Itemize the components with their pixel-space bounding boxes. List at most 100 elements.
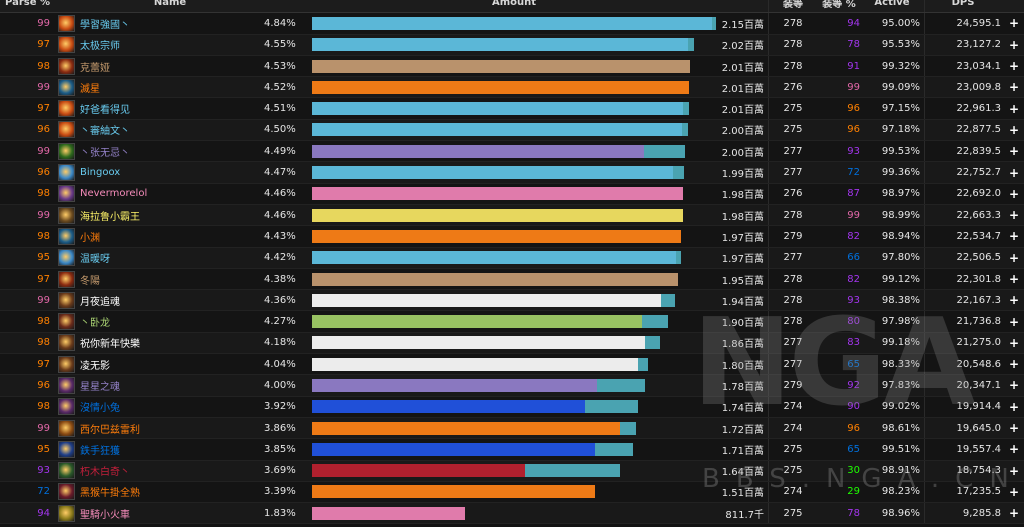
player-name-link[interactable]: 朽木白奇丶 xyxy=(80,467,130,479)
table-row[interactable]: 97 凌无影 4.04% 1.80百萬 277 65 98.33% 20,548.6 + xyxy=(0,354,1024,376)
expand-button[interactable]: + xyxy=(1008,165,1020,180)
player-name-link[interactable]: 丶卧龙 xyxy=(80,318,110,330)
amount-value: 1.97百萬 xyxy=(721,254,764,266)
parse-percent: 99 xyxy=(37,422,50,434)
table-row[interactable]: 99 丶张无忌丶 4.49% 2.00百萬 277 93 99.53% 22,839.5 + xyxy=(0,141,1024,163)
spec-icon-cell xyxy=(56,482,76,502)
table-row[interactable]: 98 祝你新年快樂 4.18% 1.86百萬 277 83 99.18% 21,275.0 + xyxy=(0,332,1024,355)
expand-button[interactable]: + xyxy=(1008,335,1020,350)
item-level: 275 xyxy=(768,460,817,481)
expand-button[interactable]: + xyxy=(1008,293,1020,308)
expand-button[interactable]: + xyxy=(1008,463,1020,478)
table-row[interactable]: 98 小渊 4.43% 1.97百萬 279 82 98.94% 22,534.7 + xyxy=(0,226,1024,248)
active-time: 98.99% xyxy=(881,209,920,221)
expand-button[interactable]: + xyxy=(1008,272,1020,286)
header-ilvl[interactable]: 装等 xyxy=(768,0,817,13)
player-name-link[interactable]: 黑猴牛掛全熟 xyxy=(80,488,140,500)
player-name-link[interactable]: 冬陽 xyxy=(80,275,100,287)
expand-button[interactable]: + xyxy=(1008,442,1020,457)
table-row[interactable]: 99 月夜追魂 4.36% 1.94百萬 278 93 98.38% 22,167.3 + xyxy=(0,290,1024,312)
player-name-link[interactable]: 學習強國丶 xyxy=(80,19,130,31)
header-name[interactable]: Name xyxy=(153,0,187,8)
table-row[interactable]: 95 温暖呀 4.42% 1.97百萬 277 66 97.80% 22,506.5 + xyxy=(0,247,1024,269)
player-name-link[interactable]: 丶審紬文丶 xyxy=(80,126,130,138)
expand-button[interactable]: + xyxy=(1008,186,1020,201)
expand-button[interactable]: + xyxy=(1008,122,1020,137)
player-name-link[interactable]: 滅星 xyxy=(80,83,100,95)
player-name-link[interactable]: 星星之魂 xyxy=(80,381,120,393)
player-name-link[interactable]: Nevermorelol xyxy=(80,188,148,200)
item-level: 277 xyxy=(768,354,817,375)
player-name-link[interactable]: 丶张无忌丶 xyxy=(80,147,130,159)
table-row[interactable]: 99 海拉鲁小霸王 4.46% 1.98百萬 278 99 98.99% 22,663.3 + xyxy=(0,204,1024,227)
table-row[interactable]: 98 沒情小兔 3.92% 1.74百萬 274 90 99.02% 19,914.4 + xyxy=(0,396,1024,418)
header-ilvl-parse[interactable]: 装等 % xyxy=(822,0,856,10)
expand-button[interactable]: + xyxy=(1008,378,1020,393)
rogue-icon xyxy=(57,206,75,224)
expand-button[interactable]: + xyxy=(1008,357,1020,372)
table-row[interactable]: 94 聖騎小火車 1.83% 811.7千 275 78 98.96% 9,285.8 + xyxy=(0,503,1024,525)
expand-button[interactable]: + xyxy=(1008,421,1020,436)
table-row[interactable]: 95 鉄手狂獲 3.85% 1.71百萬 275 65 99.51% 19,557.4 + xyxy=(0,439,1024,461)
item-level-parse: 72 xyxy=(847,167,860,179)
parse-percent: 93 xyxy=(37,465,50,477)
player-name-link[interactable]: 聖騎小火車 xyxy=(80,509,130,521)
table-row[interactable]: 72 黑猴牛掛全熟 3.39% 1.51百萬 274 29 98.23% 17,235.5 + xyxy=(0,481,1024,504)
item-level: 278 xyxy=(768,13,817,34)
expand-button[interactable]: + xyxy=(1008,506,1020,521)
header-amount[interactable]: Amount xyxy=(491,0,537,8)
expand-button[interactable]: + xyxy=(1008,208,1020,223)
player-name-link[interactable]: 海拉鲁小霸王 xyxy=(80,211,140,223)
expand-button[interactable]: + xyxy=(1008,59,1020,74)
druid-icon xyxy=(57,227,75,245)
active-time: 98.23% xyxy=(881,486,920,498)
table-row[interactable]: 99 滅星 4.52% 2.01百萬 276 99 99.09% 23,009.8 + xyxy=(0,77,1024,99)
player-name-link[interactable]: 祝你新年快樂 xyxy=(80,339,140,351)
player-name-link[interactable]: 克蕾娅 xyxy=(80,62,110,74)
table-row[interactable]: 97 冬陽 4.38% 1.95百萬 278 82 99.12% 22,301.8 + xyxy=(0,268,1024,291)
player-name-link[interactable]: 西尔巴兹雷利 xyxy=(80,424,140,436)
player-name-link[interactable]: 凌无影 xyxy=(80,360,110,372)
amount-bar-extra xyxy=(712,16,716,30)
expand-button[interactable]: + xyxy=(1008,250,1020,265)
shaman-icon xyxy=(57,398,75,416)
expand-button[interactable]: + xyxy=(1008,484,1020,499)
amount-percent: 4.04% xyxy=(264,358,296,370)
header-parse[interactable]: Parse % xyxy=(5,0,50,8)
player-name-link[interactable]: 小渊 xyxy=(80,232,100,244)
expand-button[interactable]: + xyxy=(1008,399,1020,414)
table-row[interactable]: 93 朽木白奇丶 3.69% 1.64百萬 275 30 98.91% 18,754.3 + xyxy=(0,460,1024,482)
player-name-link[interactable]: 温暖呀 xyxy=(80,254,110,266)
table-row[interactable]: 98 Nevermorelol 4.46% 1.98百萬 276 87 98.97% 22,6… xyxy=(0,183,1024,205)
table-row[interactable]: 97 好爸看得见 4.51% 2.01百萬 275 96 97.15% 22,961.3 + xyxy=(0,98,1024,120)
player-name-link[interactable]: 月夜追魂 xyxy=(80,296,120,308)
table-row[interactable]: 98 克蕾娅 4.53% 2.01百萬 278 91 99.32% 23,034.1 + xyxy=(0,55,1024,78)
player-name-link[interactable]: 沒情小兔 xyxy=(80,403,120,415)
amount-bar xyxy=(312,98,716,118)
expand-button[interactable]: + xyxy=(1008,314,1020,329)
amount-value: 1.71百萬 xyxy=(721,445,764,457)
table-row[interactable]: 96 星星之魂 4.00% 1.78百萬 279 92 97.83% 20,347.1 + xyxy=(0,375,1024,397)
amount-bar-extra xyxy=(688,38,694,52)
player-name-link[interactable]: 太极宗师 xyxy=(80,41,120,53)
player-name-link[interactable]: 鉄手狂獲 xyxy=(80,445,120,457)
header-dps[interactable]: DPS xyxy=(924,0,1001,13)
expand-button[interactable]: + xyxy=(1008,16,1020,31)
expand-button[interactable]: + xyxy=(1008,37,1020,52)
player-name-link[interactable]: 好爸看得见 xyxy=(80,105,130,117)
expand-button[interactable]: + xyxy=(1008,80,1020,95)
table-row[interactable]: 97 太极宗师 4.55% 2.02百萬 278 78 95.53% 23,127.2 + xyxy=(0,34,1024,56)
table-row[interactable]: 99 學習強國丶 4.84% 2.15百萬 278 94 95.00% 24,595.1 + xyxy=(0,13,1024,35)
parse-percent: 97 xyxy=(37,358,50,370)
table-row[interactable]: 98 丶卧龙 4.27% 1.90百萬 278 80 97.98% 21,736.8 + xyxy=(0,311,1024,333)
table-row[interactable]: 96 丶審紬文丶 4.50% 2.00百萬 275 96 97.18% 22,877.5 + xyxy=(0,119,1024,142)
expand-button[interactable]: + xyxy=(1008,144,1020,159)
player-name-link[interactable]: Bingoox xyxy=(80,167,121,179)
header-active[interactable]: Active xyxy=(874,0,910,8)
expand-button[interactable]: + xyxy=(1008,101,1020,116)
table-row[interactable]: 99 西尔巴兹雷利 3.86% 1.72百萬 274 96 98.61% 19,645.0 + xyxy=(0,417,1024,440)
expand-button[interactable]: + xyxy=(1008,229,1020,244)
spec-icon-cell xyxy=(56,439,76,459)
table-row[interactable]: 96 Bingoox 4.47% 1.99百萬 277 72 99.36% 22,752.7 + xyxy=(0,162,1024,184)
active-time: 98.33% xyxy=(881,358,920,370)
